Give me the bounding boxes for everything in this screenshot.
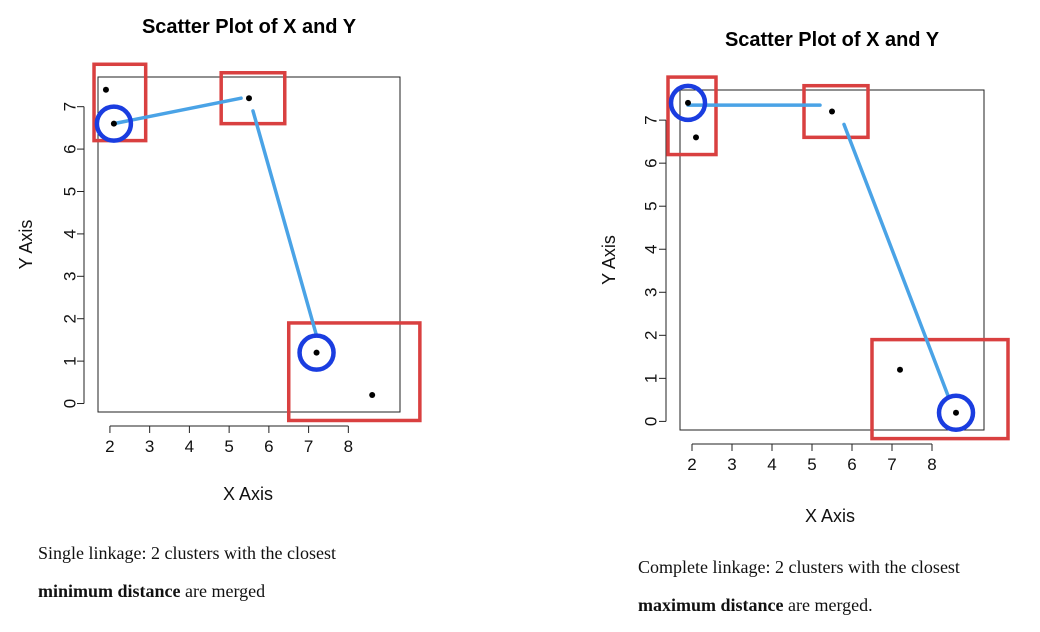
data-point: [313, 349, 320, 356]
x-tick-label: 4: [767, 455, 776, 474]
chart-title: Scatter Plot of X and Y: [725, 29, 940, 51]
cluster-box: [286, 321, 422, 423]
caption-line-2: maximum distance are merged.: [638, 586, 960, 624]
data-point: [102, 86, 109, 93]
linkage-line: [842, 122, 950, 398]
data-point: [829, 108, 835, 115]
data-point: [693, 134, 699, 141]
y-tick-label: 2: [61, 314, 80, 323]
y-axis-title: Y Axis: [599, 235, 619, 285]
caption-line-1: Complete linkage: 2 clusters with the cl…: [638, 557, 960, 577]
x-tick-label: 2: [105, 437, 114, 456]
x-tick-label: 2: [687, 455, 696, 474]
x-tick-label: 8: [344, 437, 353, 456]
data-point: [685, 99, 691, 106]
y-tick-label: 4: [61, 229, 80, 238]
y-tick-label: 6: [642, 158, 661, 167]
cluster-box: [802, 83, 870, 140]
x-tick-label: 7: [304, 437, 313, 456]
x-tick-label: 6: [264, 437, 273, 456]
data-point: [953, 409, 959, 416]
data-point: [110, 120, 117, 127]
x-tick-label: 5: [224, 437, 233, 456]
x-axis-title: X Axis: [805, 506, 855, 526]
highlight-circle: [668, 83, 708, 123]
y-tick-label: 6: [61, 144, 80, 153]
x-tick-label: 3: [145, 437, 154, 456]
y-tick-label: 0: [61, 399, 80, 408]
cluster-box: [870, 337, 1010, 441]
y-tick-label: 4: [642, 245, 661, 254]
caption-rest: are merged.: [783, 595, 873, 615]
caption-bold: maximum distance: [638, 595, 784, 615]
data-point: [246, 95, 252, 102]
cluster-box: [219, 71, 287, 126]
data-point: [897, 366, 903, 373]
caption-line-1: Single linkage: 2 clusters with the clos…: [38, 543, 336, 563]
y-tick-label: 2: [642, 331, 661, 340]
y-tick-label: 7: [642, 115, 661, 124]
linkage-line: [251, 109, 319, 338]
plot-frame: [679, 89, 985, 431]
single-linkage-caption: Single linkage: 2 clusters with the clos…: [38, 534, 336, 610]
x-tick-label: 7: [887, 455, 896, 474]
complete-linkage-chart: Scatter Plot of X and Y 2 3 4 5 6 7 8 X Axis 0 1 2 3…: [599, 29, 1010, 526]
y-tick-label: 0: [642, 417, 661, 426]
single-linkage-chart: Scatter Plot of X and Y 2 3 4 5 6 7 8 X Axis 0 1 2 3…: [16, 16, 422, 504]
complete-linkage-panel: Scatter Plot of X and Y 2 3 4 5 6 7 8 X Axis 0 1 2 3…: [520, 0, 1040, 632]
y-tick-label: 5: [642, 201, 661, 210]
highlight-circle: [936, 393, 976, 433]
y-tick-label: 1: [642, 374, 661, 383]
cluster-box: [666, 75, 718, 157]
single-linkage-panel: Scatter Plot of X and Y 2 3 4 5 6 7 8 X Axis 0 1 2 3…: [0, 0, 500, 632]
chart-title: Scatter Plot of X and Y: [142, 16, 357, 38]
x-tick-label: 6: [847, 455, 856, 474]
y-tick-label: 3: [642, 288, 661, 297]
plot-frame: [97, 76, 401, 413]
y-tick-label: 3: [61, 272, 80, 281]
x-tick-label: 4: [185, 437, 194, 456]
complete-linkage-caption: Complete linkage: 2 clusters with the cl…: [638, 548, 960, 624]
caption-bold: minimum distance: [38, 581, 181, 601]
x-axis-title: X Axis: [223, 484, 273, 504]
linkage-line: [112, 96, 243, 126]
data-point: [369, 392, 376, 399]
caption-line-2: minimum distance are merged: [38, 572, 336, 610]
y-axis-title: Y Axis: [16, 220, 36, 270]
x-tick-label: 8: [927, 455, 936, 474]
y-tick-label: 7: [61, 102, 80, 111]
highlight-circle: [94, 104, 134, 143]
x-tick-label: 5: [807, 455, 816, 474]
y-tick-label: 5: [61, 187, 80, 196]
highlight-circle: [297, 333, 336, 372]
caption-rest: are merged: [180, 581, 266, 601]
y-tick-label: 1: [61, 356, 80, 365]
x-tick-label: 3: [727, 455, 736, 474]
